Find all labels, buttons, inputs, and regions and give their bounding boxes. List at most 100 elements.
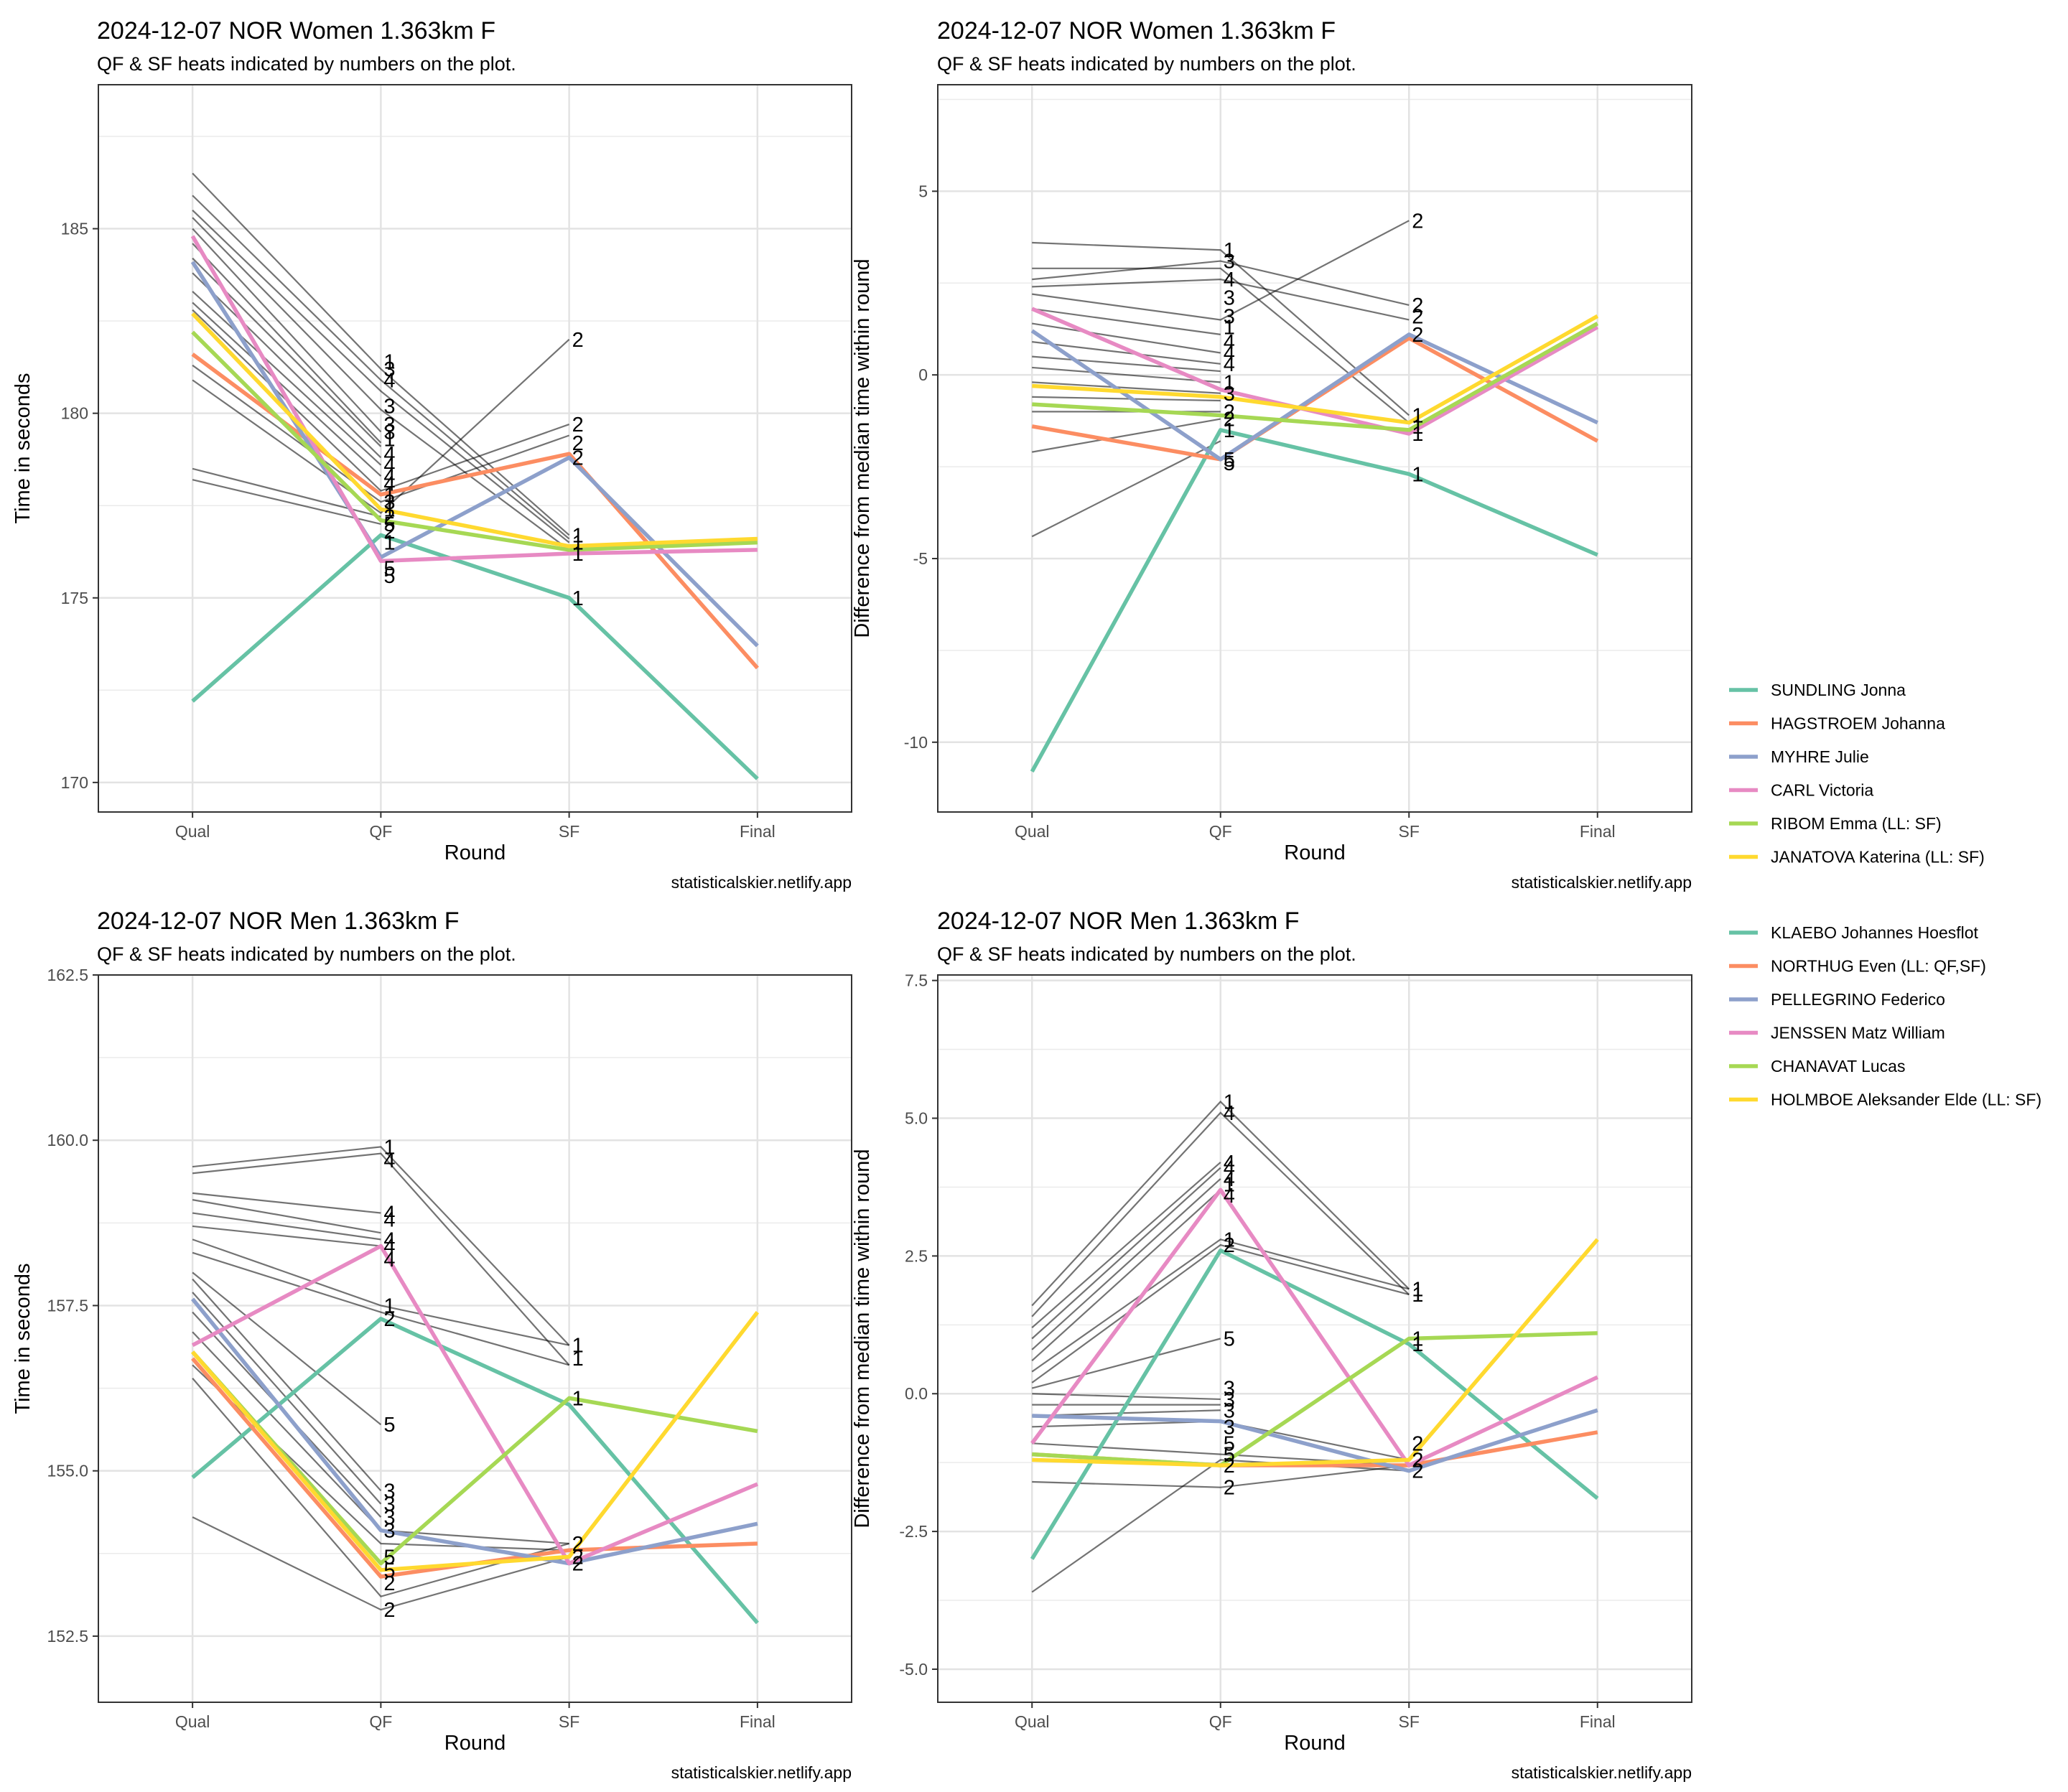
chart-subtitle: QF & SF heats indicated by numbers on th… bbox=[97, 943, 516, 965]
heat-label: 2 bbox=[572, 1553, 584, 1576]
series-line bbox=[1030, 1187, 1598, 1467]
heat-label: 3 bbox=[1224, 287, 1235, 310]
legend-label: SUNDLING Jonna bbox=[1771, 681, 1906, 699]
background-athlete-line bbox=[1032, 418, 1221, 453]
heat-label: 1 bbox=[572, 543, 584, 566]
heat-label: 1 bbox=[1224, 1228, 1235, 1251]
heat-label: 1 bbox=[383, 429, 395, 452]
x-tick-label: Qual bbox=[1015, 1712, 1050, 1731]
background-athlete-line bbox=[1032, 322, 1221, 354]
heat-label: 1 bbox=[1412, 1333, 1423, 1356]
x-tick-label: SF bbox=[559, 822, 579, 841]
heat-label: 4 bbox=[1224, 1102, 1235, 1125]
heat-label: 2 bbox=[1412, 294, 1423, 317]
chart-panel-2: 2024-12-07 NOR Women 1.363km F QF & SF he… bbox=[851, 17, 1692, 892]
legend-label: KLAEBO Johannes Hoesflot bbox=[1771, 923, 1979, 942]
y-tick-label: 7.5 bbox=[905, 971, 928, 990]
heat-label: 3 bbox=[383, 358, 395, 381]
x-tick-label: QF bbox=[369, 822, 392, 841]
heat-label: 1 bbox=[1412, 404, 1423, 427]
background-athlete-line bbox=[192, 338, 570, 514]
heat-label: 2 bbox=[572, 432, 584, 455]
series-line bbox=[1032, 322, 1599, 432]
background-athlete-line bbox=[1031, 440, 1221, 538]
y-tick-label: -5 bbox=[913, 549, 928, 568]
x-tick-label: Qual bbox=[175, 822, 210, 841]
heat-label: 2 bbox=[1224, 1477, 1235, 1500]
heat-label: 1 bbox=[1224, 1174, 1235, 1197]
heat-label: 1 bbox=[383, 532, 395, 555]
background-athlete-line bbox=[1032, 1464, 1410, 1488]
legend-label: CARL Victoria bbox=[1771, 781, 1873, 800]
chart-caption: statisticalskier.netlify.app bbox=[1512, 1763, 1692, 1782]
y-tick-label: 180 bbox=[61, 404, 88, 423]
chart-caption: statisticalskier.netlify.app bbox=[671, 1763, 852, 1782]
background-athlete-line bbox=[1031, 1167, 1221, 1340]
background-athlete-line bbox=[192, 228, 382, 433]
chart-caption: statisticalskier.netlify.app bbox=[1512, 873, 1692, 892]
background-athlete-line bbox=[192, 243, 382, 444]
x-axis-title: Round bbox=[1284, 1732, 1345, 1755]
heat-label: 4 bbox=[1224, 1152, 1235, 1175]
y-tick-label: 160.0 bbox=[47, 1131, 88, 1149]
chart-panel-4: 2024-12-07 NOR Men 1.363km F QF & SF heat… bbox=[851, 907, 1692, 1782]
heat-label: 4 bbox=[383, 1209, 395, 1232]
x-tick-label: Final bbox=[1580, 1712, 1616, 1731]
y-tick-label: 152.5 bbox=[47, 1627, 88, 1646]
background-athlete-line bbox=[1032, 381, 1221, 394]
background-athlete-line bbox=[192, 1278, 382, 1492]
heat-label: 1 bbox=[572, 1335, 584, 1358]
heat-label: 2 bbox=[383, 1599, 395, 1622]
heat-label: 2 bbox=[1412, 210, 1423, 233]
heat-label: 1 bbox=[1412, 1284, 1423, 1307]
heat-label: 1 bbox=[572, 587, 584, 610]
heat-label: 1 bbox=[572, 524, 584, 547]
x-tick-label: QF bbox=[369, 1712, 392, 1731]
series-line bbox=[191, 1310, 760, 1572]
background-athlete-line bbox=[192, 195, 570, 540]
heat-label: 3 bbox=[383, 421, 395, 444]
y-tick-label: -2.5 bbox=[899, 1522, 928, 1541]
heat-label: 5 bbox=[383, 558, 395, 581]
chart-title: 2024-12-07 NOR Women 1.363km F bbox=[97, 17, 495, 45]
heat-label: 4 bbox=[383, 443, 395, 466]
chart-title: 2024-12-07 NOR Men 1.363km F bbox=[97, 907, 460, 935]
chart-panel-1: 2024-12-07 NOR Women 1.363km F QF & SF he… bbox=[11, 17, 852, 892]
chart-subtitle: QF & SF heats indicated by numbers on th… bbox=[97, 53, 516, 75]
legend-label: RIBOM Emma (LL: SF) bbox=[1771, 814, 1942, 833]
background-athlete-line bbox=[192, 1225, 381, 1247]
heat-label: 5 bbox=[1224, 452, 1235, 475]
heat-label: 3 bbox=[383, 1480, 395, 1503]
heat-label: 4 bbox=[1224, 331, 1235, 354]
x-tick-label: Final bbox=[740, 822, 776, 841]
x-tick-label: Final bbox=[740, 1712, 776, 1731]
heat-label: 1 bbox=[1224, 317, 1235, 340]
background-athlete-line bbox=[192, 309, 569, 492]
plot-border bbox=[98, 84, 852, 813]
chart-title: 2024-12-07 NOR Men 1.363km F bbox=[937, 907, 1300, 935]
x-axis-title: Round bbox=[444, 841, 506, 864]
x-tick-label: SF bbox=[1399, 822, 1420, 841]
x-tick-label: SF bbox=[559, 1712, 579, 1731]
heat-label: 1 bbox=[572, 532, 584, 555]
y-tick-label: 157.5 bbox=[47, 1296, 88, 1315]
heat-label: 5 bbox=[383, 513, 395, 536]
legend-label: HAGSTROEM Johanna bbox=[1771, 714, 1945, 733]
series-line bbox=[191, 1317, 759, 1625]
background-athlete-line bbox=[192, 479, 381, 525]
heat-label: 1 bbox=[1224, 239, 1235, 262]
heat-label: 2 bbox=[572, 329, 584, 352]
heat-label: 1 bbox=[1412, 463, 1423, 486]
x-tick-label: Final bbox=[1580, 822, 1616, 841]
background-athlete-line bbox=[1032, 355, 1221, 373]
heat-label: 2 bbox=[1224, 1455, 1235, 1478]
y-axis-title: Difference from median time within round bbox=[851, 258, 874, 638]
heat-label: 1 bbox=[1224, 1091, 1235, 1114]
background-athlete-line bbox=[1032, 396, 1221, 402]
background-athlete-line bbox=[192, 217, 570, 551]
heat-label: 2 bbox=[1412, 324, 1423, 347]
y-axis-title: Difference from median time within round bbox=[851, 1149, 874, 1528]
heat-label: 2 bbox=[572, 414, 584, 437]
background-athlete-line bbox=[192, 1516, 569, 1611]
y-tick-label: 2.5 bbox=[905, 1246, 928, 1265]
